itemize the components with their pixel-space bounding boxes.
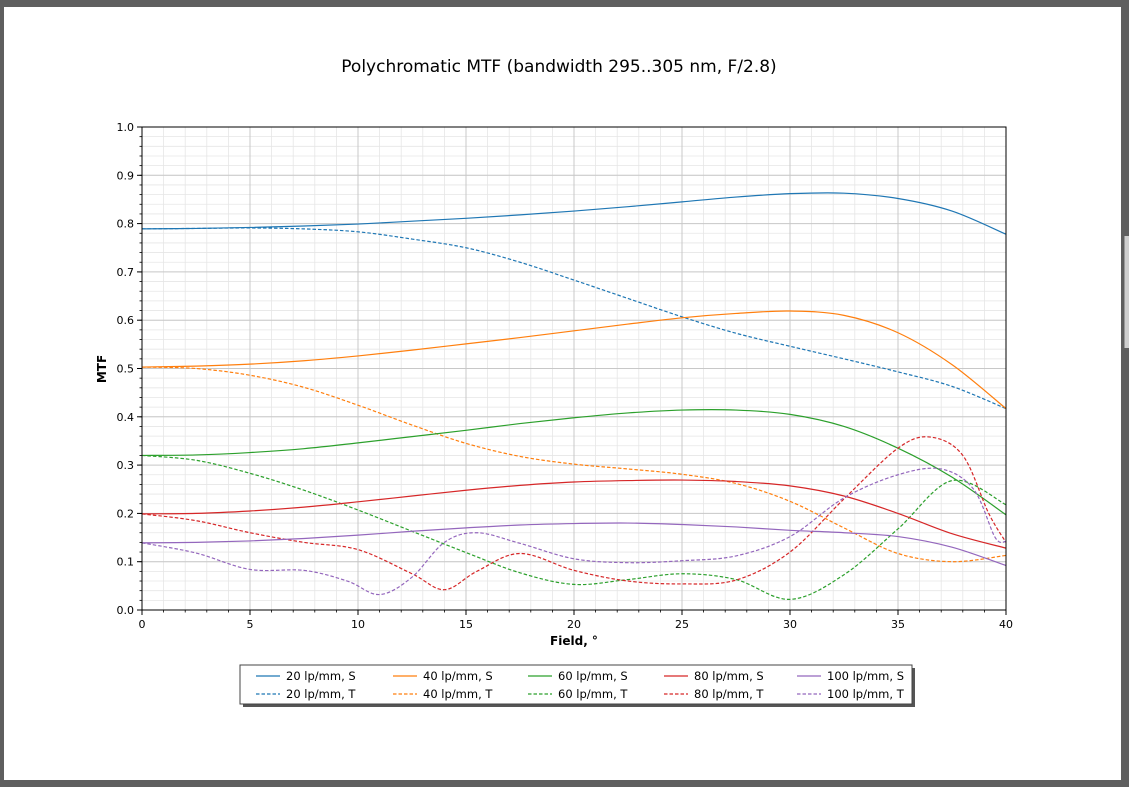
legend-label-40-lp-mm-s: 40 lp/mm, S bbox=[423, 669, 493, 683]
grid-lines bbox=[141, 126, 1007, 611]
legend-label-20-lp-mm-s: 20 lp/mm, S bbox=[286, 669, 356, 683]
x-tick-label: 35 bbox=[891, 618, 905, 631]
legend-label-80-lp-mm-t: 80 lp/mm, T bbox=[694, 687, 764, 701]
series-line-40-lp-mm-t bbox=[141, 366, 1007, 563]
mtf-chart: Polychromatic MTF (bandwidth 295..305 nm… bbox=[95, 57, 1014, 707]
legend-label-80-lp-mm-s: 80 lp/mm, S bbox=[694, 669, 764, 683]
legend-label-20-lp-mm-t: 20 lp/mm, T bbox=[286, 687, 356, 701]
series-line-60-lp-mm-t bbox=[141, 454, 1007, 600]
y-tick-label: 0.0 bbox=[117, 604, 135, 617]
legend-label-100-lp-mm-t: 100 lp/mm, T bbox=[827, 687, 905, 701]
axis-ticks: 0 5 10 15 20 25 30 35 40 0.0 0.1 0.2 0.3 0.4 0.5 0.6 0.7… bbox=[117, 121, 1014, 631]
y-axis-label: MTF bbox=[95, 355, 109, 383]
x-axis-label: Field, ° bbox=[550, 634, 598, 648]
legend-label-100-lp-mm-s: 100 lp/mm, S bbox=[827, 669, 904, 683]
series-line-40-lp-mm-s bbox=[141, 310, 1007, 410]
series-line-20-lp-mm-t bbox=[141, 227, 1007, 410]
y-tick-label: 0.8 bbox=[117, 218, 135, 231]
series-line-60-lp-mm-s bbox=[141, 408, 1007, 516]
figure-window: Polychromatic MTF (bandwidth 295..305 nm… bbox=[4, 7, 1121, 780]
x-tick-label: 20 bbox=[567, 618, 581, 631]
y-tick-label: 0.7 bbox=[117, 266, 135, 279]
x-tick-label: 5 bbox=[247, 618, 254, 631]
y-tick-label: 0.2 bbox=[117, 507, 135, 520]
x-tick-label: 30 bbox=[783, 618, 797, 631]
legend-label-40-lp-mm-t: 40 lp/mm, T bbox=[423, 687, 493, 701]
window-resize-handle[interactable] bbox=[1124, 236, 1129, 348]
series-lines bbox=[141, 192, 1007, 600]
y-tick-label: 0.3 bbox=[117, 459, 135, 472]
legend-label-60-lp-mm-t: 60 lp/mm, T bbox=[558, 687, 628, 701]
y-tick-label: 1.0 bbox=[117, 121, 135, 134]
y-tick-label: 0.4 bbox=[117, 411, 135, 424]
legend-box bbox=[239, 664, 913, 705]
y-tick-label: 0.9 bbox=[117, 169, 135, 182]
x-tick-label: 0 bbox=[139, 618, 146, 631]
y-tick-label: 0.5 bbox=[117, 363, 135, 376]
x-tick-label: 40 bbox=[999, 618, 1013, 631]
series-line-80-lp-mm-s bbox=[141, 479, 1007, 549]
series-line-20-lp-mm-s bbox=[141, 192, 1007, 235]
x-tick-label: 15 bbox=[459, 618, 473, 631]
legend-label-60-lp-mm-s: 60 lp/mm, S bbox=[558, 669, 628, 683]
series-line-100-lp-mm-t bbox=[141, 467, 1007, 596]
chart-title: Polychromatic MTF (bandwidth 295..305 nm… bbox=[341, 57, 776, 77]
series-line-80-lp-mm-t bbox=[141, 436, 1007, 591]
x-tick-label: 25 bbox=[675, 618, 689, 631]
series-line-100-lp-mm-s bbox=[141, 522, 1007, 567]
y-tick-label: 0.6 bbox=[117, 314, 135, 327]
x-tick-label: 10 bbox=[351, 618, 365, 631]
y-tick-label: 0.1 bbox=[117, 556, 135, 569]
legend: 20 lp/mm, S 20 lp/mm, T 40 lp/mm, S 40 lp/m… bbox=[239, 664, 915, 707]
